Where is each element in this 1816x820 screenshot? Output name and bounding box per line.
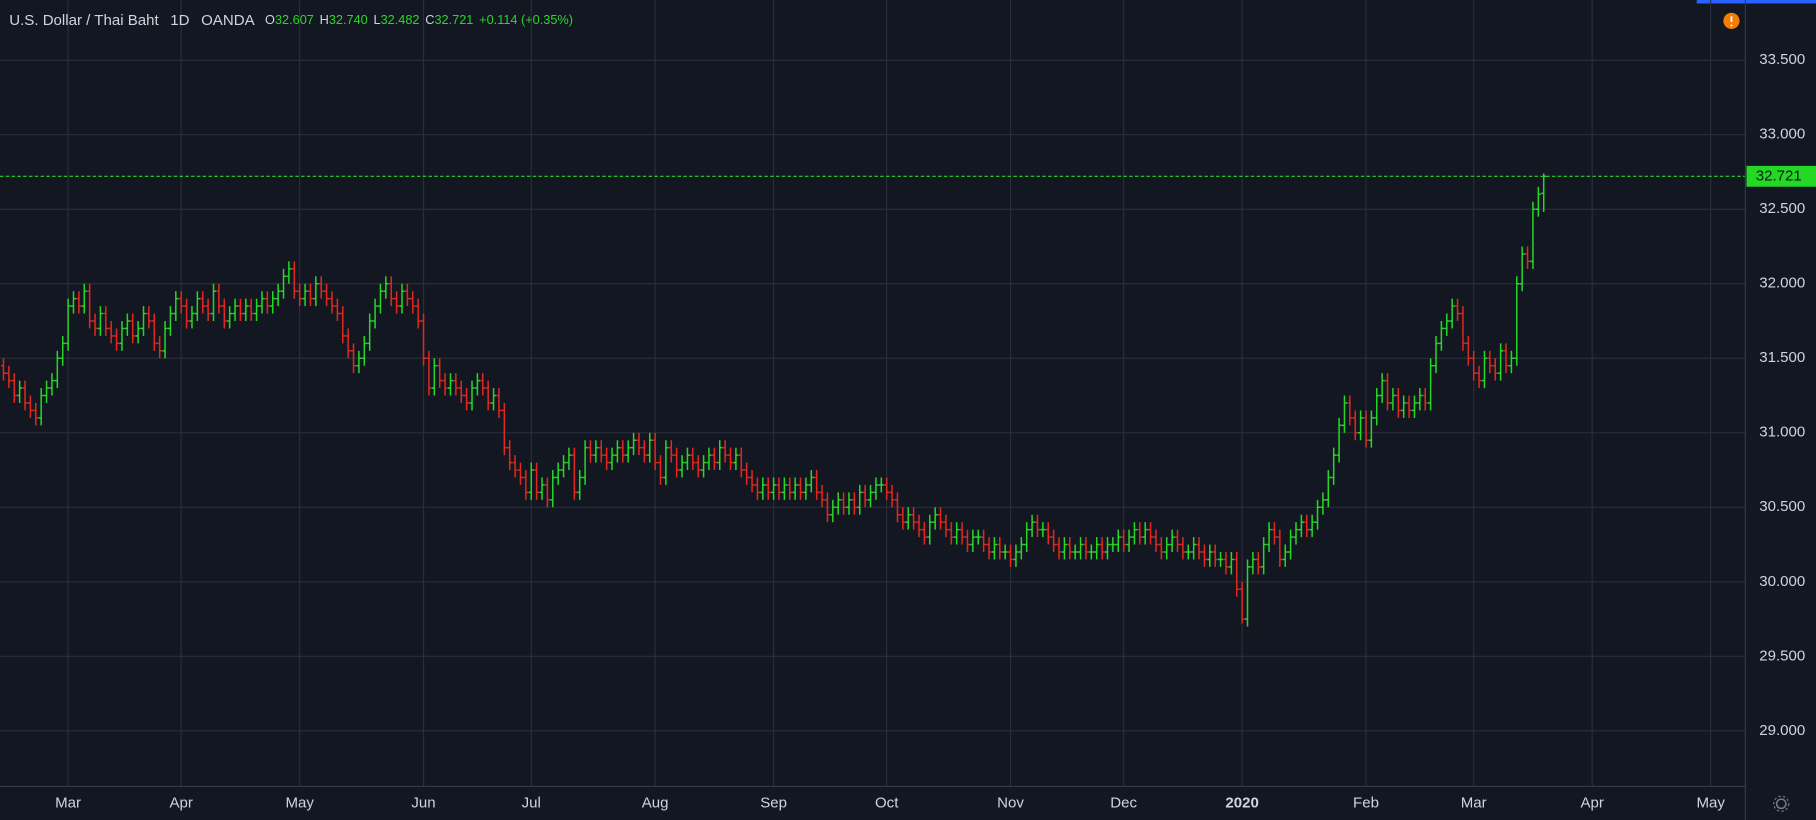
legend-value: 32.740 [329,12,368,27]
y-tick-label: 29.000 [1759,722,1805,739]
symbol-title: U.S. Dollar / Thai Baht [9,12,159,29]
settings-icon[interactable] [1773,795,1790,812]
legend-key: O [265,12,275,27]
bars [0,173,1547,627]
x-tick-label: Aug [642,795,669,812]
legend-value: 32.607 [275,12,314,27]
x-tick-label: Mar [55,795,81,812]
last-price-label: 32.721 [1756,167,1802,184]
exchange: OANDA [201,12,255,29]
change: +0.114 (+0.35%) [479,12,573,27]
x-tick-label: Jul [522,795,541,812]
legend-key: H [320,12,329,27]
legend-key: L [374,12,381,27]
y-tick-label: 33.000 [1759,126,1805,143]
y-tick-label: 31.500 [1759,349,1805,366]
y-tick-label: 29.500 [1759,647,1805,664]
legend-value: 32.482 [381,12,420,27]
x-tick-label: Feb [1353,795,1379,812]
grid [0,0,1746,787]
x-tick-label: Dec [1110,795,1137,812]
legend-value: 32.721 [434,12,473,27]
y-tick-label: 32.000 [1759,275,1805,292]
x-tick-label: May [1696,795,1725,812]
y-tick-label: 30.000 [1759,573,1805,590]
x-tick-label: Apr [169,795,192,812]
interval: 1D [170,12,189,29]
x-tick-label: Oct [875,795,899,812]
y-tick-label: 33.500 [1759,51,1805,68]
x-tick-label: Sep [760,795,787,812]
overlay: 29.000 29.500 30.000 30.500 31.000 31.500 32.0… [0,12,1816,812]
x-tick-label: 2020 [1225,795,1258,812]
x-tick-label: May [285,795,314,812]
y-tick-label: 31.000 [1759,424,1805,441]
x-tick-label: Nov [997,795,1024,812]
top-strip [1696,0,1816,4]
alert-icon[interactable] [1723,12,1740,29]
x-tick-label: Mar [1461,795,1487,812]
y-tick-label: 32.500 [1759,200,1805,217]
y-tick-label: 30.500 [1759,498,1805,515]
x-tick-label: Apr [1580,795,1603,812]
x-tick-label: Jun [411,795,435,812]
legend-key: C [425,12,434,27]
last-price-box [1746,165,1816,187]
